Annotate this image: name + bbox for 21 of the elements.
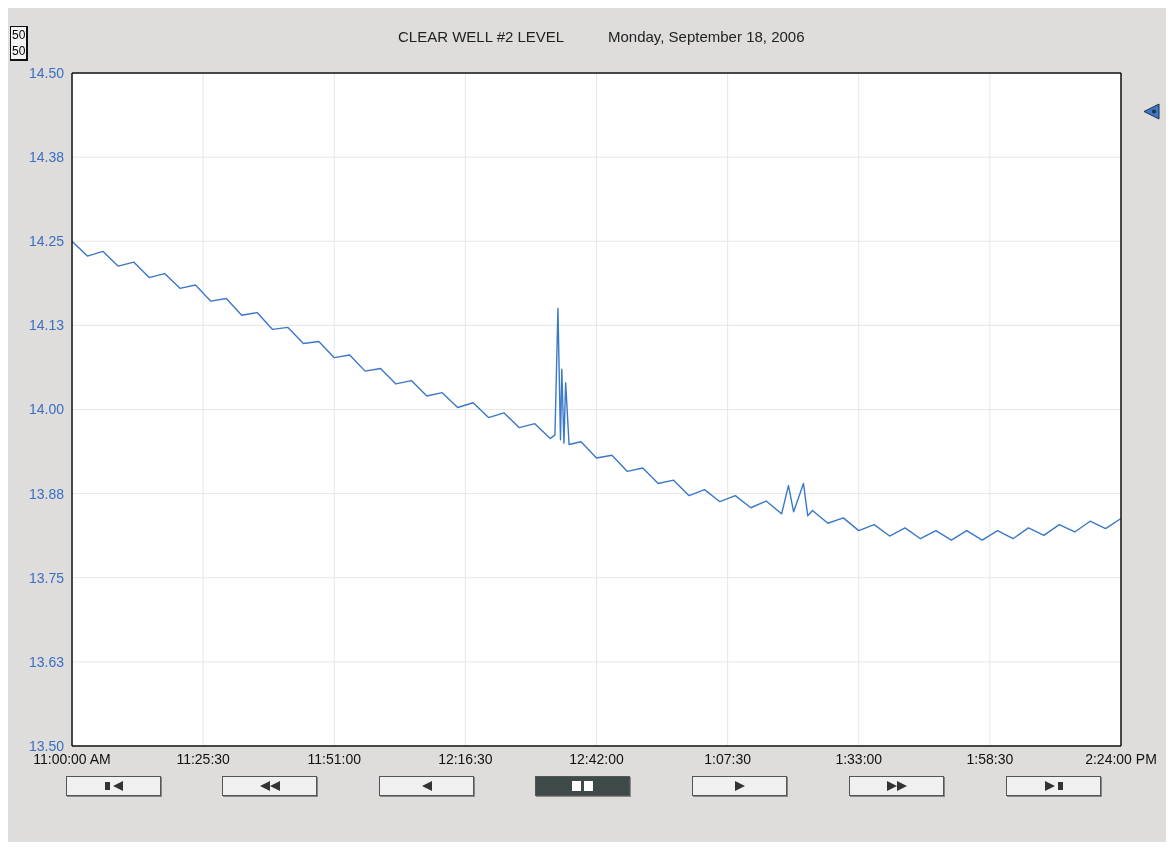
text: 50: [12, 43, 26, 59]
chart-title: CLEAR WELL #2 LEVEL: [398, 28, 565, 45]
y-tick-label: 13.88: [28, 485, 65, 502]
x-tick-label: 12:16:30: [438, 750, 493, 767]
y-tick-label: 13.63: [28, 653, 65, 670]
y-tick-label: 14.25: [28, 233, 65, 250]
chart-subtitle: Monday, September 18, 2006: [608, 28, 805, 45]
y-tick-label: 13.75: [28, 569, 65, 586]
line-series: [72, 240, 1121, 541]
text: 50: [12, 27, 26, 43]
x-tick-label: 12:42:00: [569, 750, 624, 767]
x-tick-label: 1:33:00: [835, 750, 883, 767]
x-tick-label: 11:25:30: [176, 750, 231, 767]
x-tick-label: 1:07:30: [704, 750, 752, 767]
y-tick-label: 14.38: [28, 149, 65, 166]
y-tick-label: 14.50: [28, 64, 65, 81]
x-tick-label: 11:51:00: [307, 750, 362, 767]
x-tick-label: 1:58:30: [966, 750, 1014, 767]
x-tick-label: 2:24:00 PM: [1085, 750, 1157, 767]
y-tick-label: 14.13: [28, 317, 65, 334]
y-tick-label: 14.00: [28, 401, 65, 418]
